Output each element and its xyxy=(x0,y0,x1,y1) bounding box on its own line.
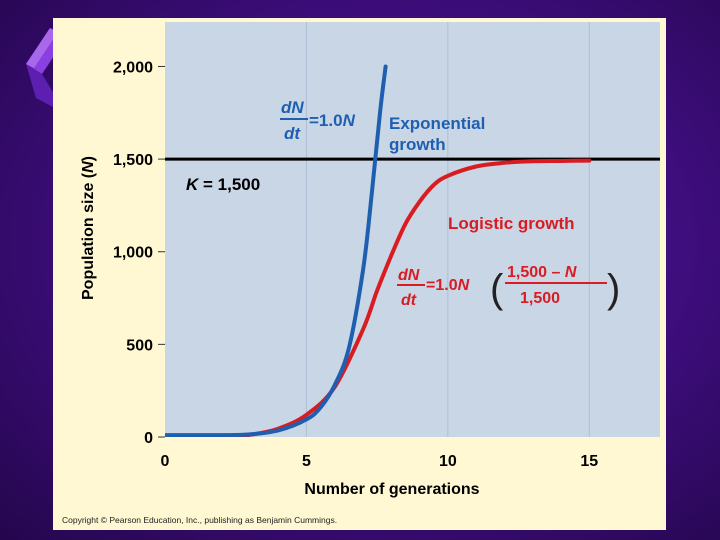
copyright-credit: Copyright © Pearson Education, Inc., pub… xyxy=(62,515,338,525)
exp-eq-rhs: =1.0N xyxy=(309,111,356,130)
y-tick-label: 0 xyxy=(144,430,153,447)
log-eq-numerator: dN xyxy=(398,267,420,284)
x-tick-label: 5 xyxy=(302,453,311,470)
y-tick-label: 500 xyxy=(126,337,153,354)
logistic-equation: dN dt =1.0N ( 1,500 – N 1,500 ) xyxy=(397,264,620,311)
x-axis-title: Number of generations xyxy=(304,481,479,498)
y-axis-title: Population size (N) xyxy=(80,156,97,300)
carrying-capacity-label: K = 1,500 xyxy=(186,175,260,194)
x-tick-label: 0 xyxy=(161,453,170,470)
log-eq-paren-numerator: 1,500 – N xyxy=(507,264,577,281)
exponential-equation: dN dt =1.0N xyxy=(280,98,356,143)
y-tick-label: 1,000 xyxy=(113,245,153,262)
series-line-exponential-growth xyxy=(165,64,388,437)
log-eq-denominator: dt xyxy=(401,292,417,309)
vertical-gridlines xyxy=(305,22,590,437)
x-tick-label: 15 xyxy=(580,453,598,470)
x-tick-label: 10 xyxy=(439,453,457,470)
plot-area xyxy=(165,22,660,437)
svg-text:growth: growth xyxy=(389,135,446,154)
logistic-growth-label: Logistic growth xyxy=(448,214,575,233)
log-eq-rhs: =1.0N xyxy=(426,277,470,294)
y-tick-label: 1,500 xyxy=(113,152,153,169)
svg-text:Exponential: Exponential xyxy=(389,114,485,133)
exp-eq-numerator: dN xyxy=(281,98,304,117)
log-eq-right-paren: ) xyxy=(607,267,620,311)
x-axis: 0 5 10 15 xyxy=(161,453,599,470)
y-tick-label: 2,000 xyxy=(113,59,153,76)
y-axis: 0 500 1,000 1,500 2,000 xyxy=(113,59,165,447)
exp-eq-denominator: dt xyxy=(284,124,301,143)
log-eq-left-paren: ( xyxy=(490,267,504,311)
log-eq-paren-denominator: 1,500 xyxy=(520,290,560,307)
exponential-growth-label: Exponential growth xyxy=(389,114,485,154)
